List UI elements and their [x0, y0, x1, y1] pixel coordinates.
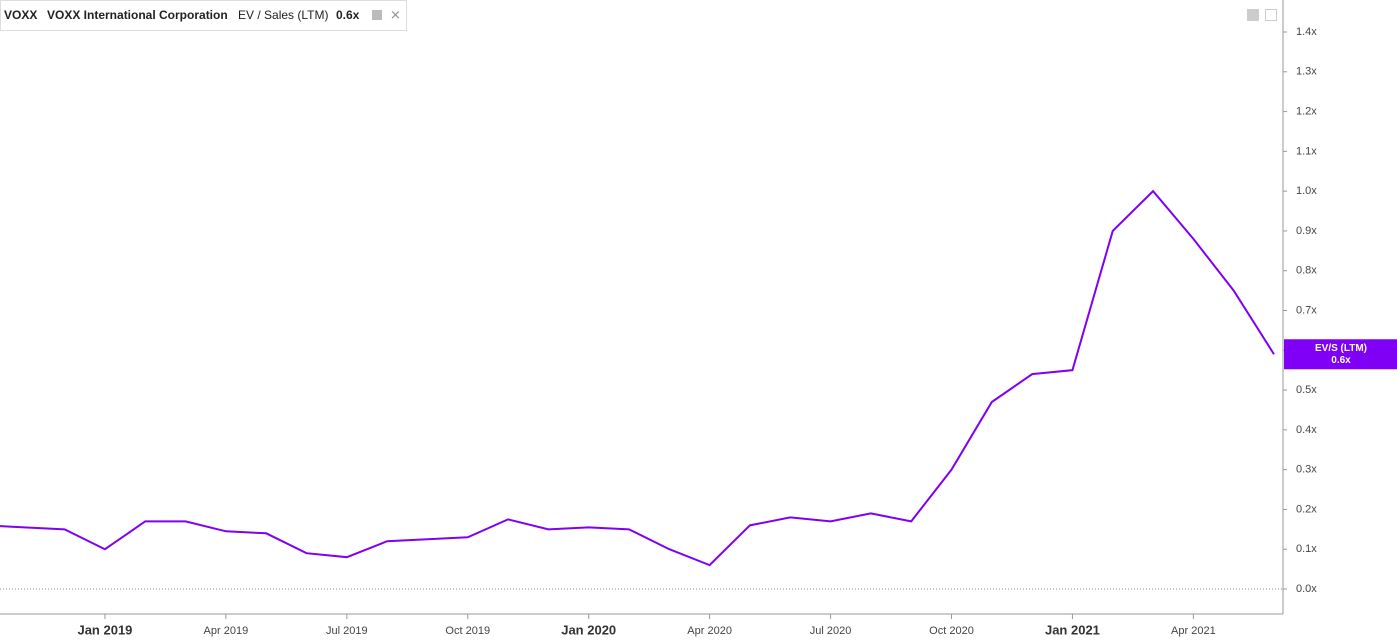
- y-tick-label: 1.1x: [1296, 145, 1317, 157]
- fullscreen-icon[interactable]: [1265, 9, 1277, 21]
- metric: EV / Sales (LTM): [238, 8, 328, 22]
- x-tick-label: Apr 2019: [204, 625, 249, 637]
- metric-value: 0.6x: [336, 8, 360, 22]
- x-tick-label: Apr 2021: [1171, 625, 1216, 637]
- y-tick-label: 0.8x: [1296, 265, 1317, 277]
- x-tick-label: Jan 2019: [77, 622, 132, 637]
- x-tick-label: Apr 2020: [687, 625, 732, 637]
- y-tick-label: 0.5x: [1296, 384, 1317, 396]
- x-tick-label: Jul 2020: [810, 625, 852, 637]
- y-tick-label: 1.3x: [1296, 66, 1317, 78]
- current-label: EV/S (LTM): [1315, 343, 1367, 354]
- x-tick-label: Oct 2020: [929, 625, 974, 637]
- company: VOXX International Corporation: [47, 8, 228, 22]
- header-box: [0, 0, 407, 31]
- current-badge: [1284, 339, 1397, 370]
- settings-icon[interactable]: [372, 10, 382, 20]
- export-icon[interactable]: [1247, 9, 1259, 21]
- y-tick-label: 0.4x: [1296, 424, 1317, 436]
- y-tick-label: 1.0x: [1296, 185, 1317, 197]
- x-tick-label: Jan 2020: [561, 622, 616, 637]
- y-tick-label: 0.2x: [1296, 503, 1317, 515]
- x-tick-label: Oct 2019: [445, 625, 490, 637]
- x-tick-label: Jan 2021: [1045, 622, 1100, 637]
- y-tick-label: 0.1x: [1296, 543, 1317, 555]
- y-tick-label: 0.0x: [1296, 583, 1317, 595]
- close-icon[interactable]: ✕: [390, 7, 401, 22]
- y-tick-label: 1.4x: [1296, 26, 1317, 38]
- current-value: 0.6x: [1331, 355, 1351, 366]
- ticker: VOXX: [4, 8, 37, 22]
- y-tick-label: 0.7x: [1296, 304, 1317, 316]
- y-tick-label: 0.3x: [1296, 464, 1317, 476]
- y-tick-label: 1.2x: [1296, 105, 1317, 117]
- x-tick-label: Jul 2019: [326, 625, 368, 637]
- y-tick-label: 0.9x: [1296, 225, 1317, 237]
- line: [0, 189, 1275, 567]
